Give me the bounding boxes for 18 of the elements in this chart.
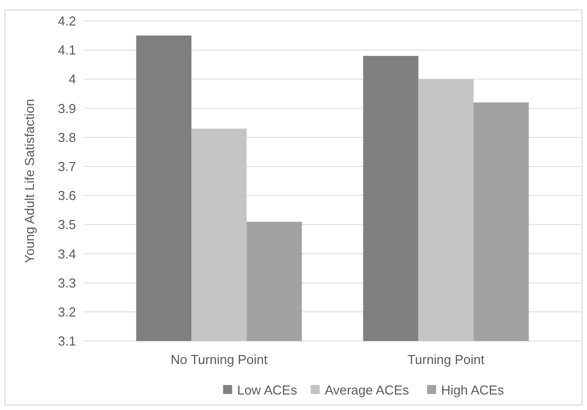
- y-tick-label: 3.9: [58, 100, 76, 116]
- y-tick-label: 3.5: [58, 217, 76, 232]
- x-tick-label: No Turning Point: [170, 352, 268, 367]
- y-tick-label: 3.1: [58, 334, 76, 349]
- y-axis-title: Young Adult Life Satisfaction: [22, 98, 37, 264]
- y-tick-label: 4.2: [58, 14, 76, 29]
- y-tick-label: 3.7: [58, 159, 76, 174]
- legend-label: Average ACEs: [324, 382, 410, 398]
- legend-label: High ACEs: [441, 382, 504, 398]
- y-tick-label: 3.3: [58, 275, 76, 290]
- y-tick-label: 4.1: [58, 42, 76, 58]
- y-tick-label: 3.6: [58, 188, 76, 204]
- y-tick-label: 3.8: [58, 130, 76, 145]
- legend-label: Low ACEs: [237, 382, 298, 398]
- y-tick-label: 3.2: [58, 304, 76, 320]
- x-tick-label: Turning Point: [408, 352, 485, 367]
- y-tick-label: 3.4: [58, 246, 76, 262]
- y-tick-label: 4: [68, 72, 76, 87]
